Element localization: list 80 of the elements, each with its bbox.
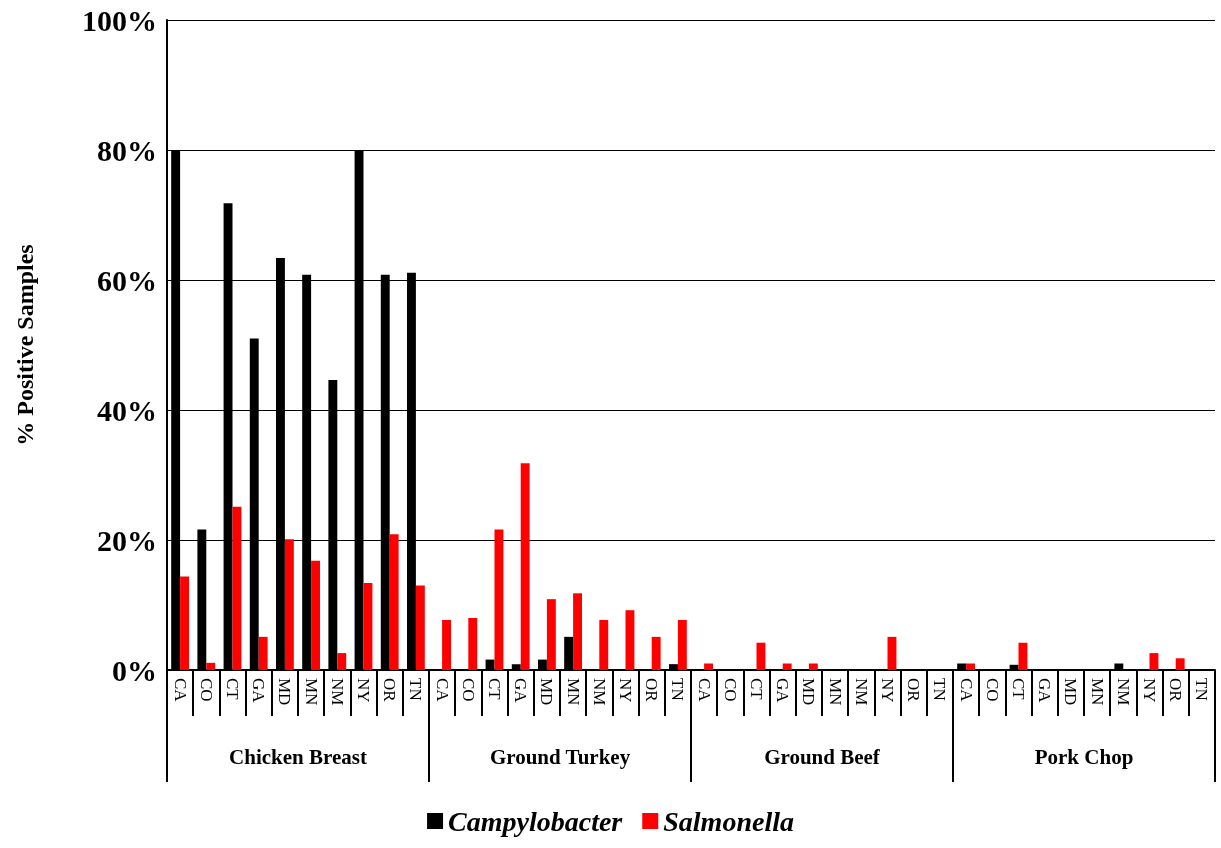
bar xyxy=(415,585,425,670)
bar xyxy=(704,663,714,670)
bar xyxy=(625,610,635,670)
x-tick-label: CA xyxy=(432,678,452,703)
x-tick-label: MD xyxy=(799,678,819,706)
text: Ground Turkey xyxy=(489,744,631,769)
x-tick-label: CO xyxy=(982,678,1002,702)
bar xyxy=(1018,642,1028,670)
bar xyxy=(808,663,818,670)
x-tick-label: OR xyxy=(380,678,400,703)
x-tick-label: MD xyxy=(537,678,557,706)
x-tick-label: TN xyxy=(668,678,688,701)
x-tick-label: MN xyxy=(1087,678,1107,706)
bar xyxy=(337,653,347,670)
bar xyxy=(677,619,687,670)
bar xyxy=(442,619,452,670)
bar xyxy=(468,618,478,670)
x-tick-label: GA xyxy=(511,678,531,704)
y-tick-label: 60% xyxy=(97,263,157,297)
x-tick-label: CT xyxy=(223,678,242,701)
y-tick-label: 40% xyxy=(97,393,157,427)
bar xyxy=(494,529,504,670)
text: Chicken Breast xyxy=(229,744,367,769)
x-tick-label: CO xyxy=(196,678,216,702)
bar xyxy=(232,506,242,670)
x-tick-label: CT xyxy=(485,678,504,701)
bar xyxy=(206,662,216,670)
x-tick-label: MD xyxy=(1061,678,1081,706)
bar xyxy=(363,582,373,670)
y-tick-label: 20% xyxy=(97,523,157,557)
x-tick-label: NY xyxy=(1140,678,1159,703)
y-tick-label: 0% xyxy=(112,653,157,687)
text: Ground Beef xyxy=(764,744,881,769)
x-tick-label: OR xyxy=(904,678,924,703)
x-tick-label: CA xyxy=(170,678,190,703)
x-tick-label: CO xyxy=(720,678,740,702)
x-tick-label: CT xyxy=(1009,678,1028,701)
x-tick-label: CO xyxy=(458,678,478,702)
x-tick-label: CA xyxy=(694,678,714,703)
bar xyxy=(546,599,556,670)
x-tick-label: MN xyxy=(563,678,583,706)
bar xyxy=(520,463,530,670)
bar xyxy=(651,636,661,670)
x-tick-label: CA xyxy=(956,678,976,703)
x-tick-label: MD xyxy=(275,678,295,706)
x-tick-label: GA xyxy=(1035,678,1055,704)
bar xyxy=(389,534,399,670)
x-tick-label: NY xyxy=(354,678,373,703)
text: Pork Chop xyxy=(1034,744,1134,769)
bar xyxy=(311,560,321,670)
bar xyxy=(1149,653,1159,670)
x-tick-label: OR xyxy=(1166,678,1186,703)
bar xyxy=(573,593,583,670)
bar xyxy=(782,663,792,670)
x-tick-label: GA xyxy=(249,678,269,704)
x-tick-label: NM xyxy=(1113,678,1133,706)
bar xyxy=(1175,658,1185,670)
bar xyxy=(284,539,294,670)
bar xyxy=(180,576,190,670)
x-tick-label: CT xyxy=(747,678,766,701)
x-tick-label: NY xyxy=(878,678,897,703)
y-axis-title: % Positive Samples xyxy=(12,244,38,446)
x-tick-label: TN xyxy=(1192,678,1212,701)
x-tick-label: NM xyxy=(589,678,609,706)
bar xyxy=(599,619,609,670)
y-tick-label: 100% xyxy=(82,3,157,37)
bar xyxy=(966,663,976,670)
bar xyxy=(258,636,268,670)
x-tick-label: MN xyxy=(301,678,321,706)
x-tick-label: NY xyxy=(616,678,635,703)
x-tick-label: TN xyxy=(406,678,426,701)
legend-label: Salmonella xyxy=(663,805,794,837)
x-tick-label: OR xyxy=(642,678,662,703)
x-tick-label: GA xyxy=(773,678,793,704)
x-tick-label: MN xyxy=(825,678,845,706)
x-tick-label: TN xyxy=(930,678,950,701)
y-tick-label: 80% xyxy=(97,133,157,167)
legend-label: Campylobacter xyxy=(448,805,624,837)
x-tick-label: NM xyxy=(327,678,347,706)
x-tick-label: NM xyxy=(851,678,871,706)
